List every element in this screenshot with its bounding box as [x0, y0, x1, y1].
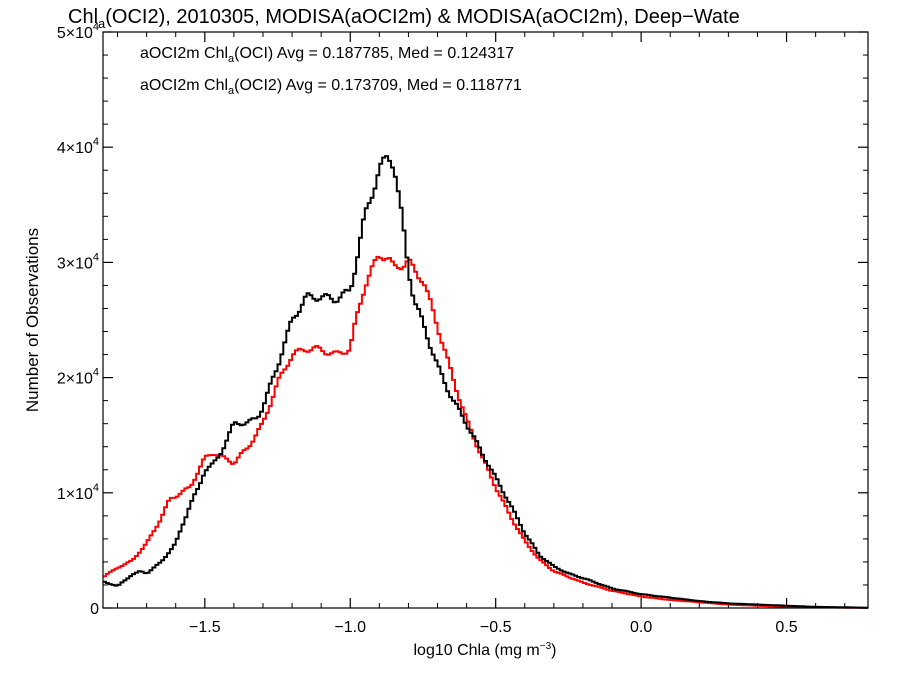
x-axis-label: log10 Chla (mg m−3)	[413, 641, 556, 659]
legend-black-sub: a	[228, 53, 235, 65]
legend-black-pre: aOCI2m Chl	[140, 45, 228, 62]
y-tick-label: 3×104	[57, 251, 99, 272]
x-tick-label: 0.5	[775, 619, 797, 636]
xlabel-pre: log10 Chla (mg m	[413, 642, 539, 659]
x-tick-label: −1.0	[334, 619, 366, 636]
y-tick-label: 4×104	[57, 136, 99, 157]
series-line-red	[103, 255, 868, 609]
chart-title: Chla(OCI2), 2010305, MODISA(aOCI2m) & MO…	[68, 6, 740, 31]
xlabel-post: )	[551, 642, 556, 659]
title-sub: a	[98, 16, 106, 31]
legend-black-post: (OCI) Avg = 0.187785, Med = 0.124317	[234, 45, 514, 62]
series-group	[103, 155, 868, 609]
legend-entry-black: aOCI2m Chla(OCI) Avg = 0.187785, Med = 0…	[140, 45, 514, 65]
y-tick-label: 0	[90, 601, 99, 618]
legend-red-sub: a	[228, 85, 235, 97]
title-pre: Chl	[68, 6, 98, 28]
x-tick-label: −1.5	[189, 619, 221, 636]
legend-entry-red: aOCI2m Chla(OCI2) Avg = 0.173709, Med = …	[140, 77, 522, 97]
x-tick-label: −0.5	[480, 619, 512, 636]
y-axis-label: Number of Observations	[23, 228, 42, 412]
axis-ticks: −1.5 −1.0 −0.5 0.0 0.5 0 1×104 2×104 3×104 4×104 5…	[57, 21, 868, 636]
legend-red-pre: aOCI2m Chl	[140, 77, 228, 94]
x-tick-label: 0.0	[630, 619, 652, 636]
title-post: (OCI2), 2010305, MODISA(aOCI2m) & MODISA…	[105, 6, 739, 28]
legend-red-post: (OCI2) Avg = 0.173709, Med = 0.118771	[234, 77, 522, 94]
xlabel-sup: −3	[540, 641, 552, 652]
y-tick-label: 2×104	[57, 367, 99, 388]
plot-frame	[102, 31, 869, 609]
y-tick-label: 1×104	[57, 482, 99, 503]
y-tick-label: 5×104	[57, 21, 99, 42]
series-line-black	[103, 155, 868, 609]
